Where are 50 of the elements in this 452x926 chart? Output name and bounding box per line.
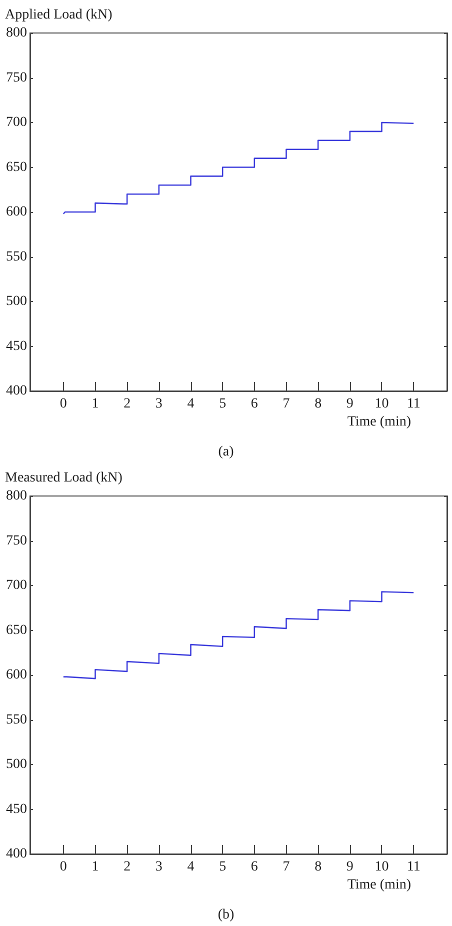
x-tick-label: 1	[92, 860, 99, 874]
x-tick-label: 10	[374, 396, 389, 412]
y-tick-label: 400	[6, 846, 27, 862]
line-series	[62, 591, 414, 680]
y-tick-label: 600	[6, 204, 27, 220]
y-tick-label: 450	[6, 802, 27, 817]
x-tick-label: 5	[219, 860, 226, 874]
text: (b)	[218, 908, 234, 922]
x-tick-label: 2	[124, 396, 131, 412]
x-tick-label: 3	[155, 860, 162, 874]
y-tick-label: 500	[6, 757, 27, 772]
y-tick-label: 650	[6, 160, 27, 175]
x-tick-label: 8	[314, 396, 322, 412]
y-axis-title: Measured Load (kN)	[5, 470, 123, 486]
x-axis-title: Time (min)	[347, 878, 412, 892]
y-tick-label: 550	[6, 712, 27, 728]
y-tick-label: 450	[6, 338, 27, 354]
y-tick-label: 400	[6, 384, 27, 398]
x-tick-label: 11	[406, 396, 420, 412]
x-tick-label: 7	[282, 396, 290, 412]
y-tick-label: 600	[6, 668, 27, 682]
x-tick-label: 1	[92, 396, 99, 412]
line-series	[62, 122, 414, 214]
x-tick-label: 4	[187, 396, 194, 412]
y-tick-label: 500	[6, 294, 27, 309]
x-tick-label: 2	[124, 860, 131, 874]
x-tick-label: 8	[314, 860, 322, 874]
y-tick-label: 700	[6, 115, 27, 130]
x-tick-label: 9	[346, 396, 354, 412]
x-tick-label: 10	[374, 860, 389, 874]
x-tick-label: 5	[219, 396, 226, 412]
y-tick-label: 800	[6, 488, 27, 504]
y-tick-label: 650	[6, 622, 27, 638]
x-tick-label: 0	[60, 860, 67, 874]
y-tick-label: 750	[6, 70, 27, 86]
x-tick-label: 9	[346, 860, 354, 874]
y-tick-label: 750	[6, 533, 27, 548]
x-axis-title: Time (min)	[347, 414, 412, 430]
y-tick-label: 550	[6, 249, 27, 264]
x-tick-label: 6	[250, 860, 258, 874]
y-axis-title: Applied Load (kN)	[5, 8, 113, 22]
x-tick-label: 11	[406, 860, 420, 874]
y-tick-label: 800	[6, 26, 27, 40]
x-tick-label: 4	[187, 860, 194, 874]
x-tick-label: 6	[250, 396, 258, 412]
x-tick-label: 7	[282, 860, 290, 874]
text: (a)	[218, 444, 234, 460]
x-tick-label: 0	[60, 396, 67, 412]
x-tick-label: 3	[155, 396, 162, 412]
y-tick-label: 700	[6, 578, 27, 593]
